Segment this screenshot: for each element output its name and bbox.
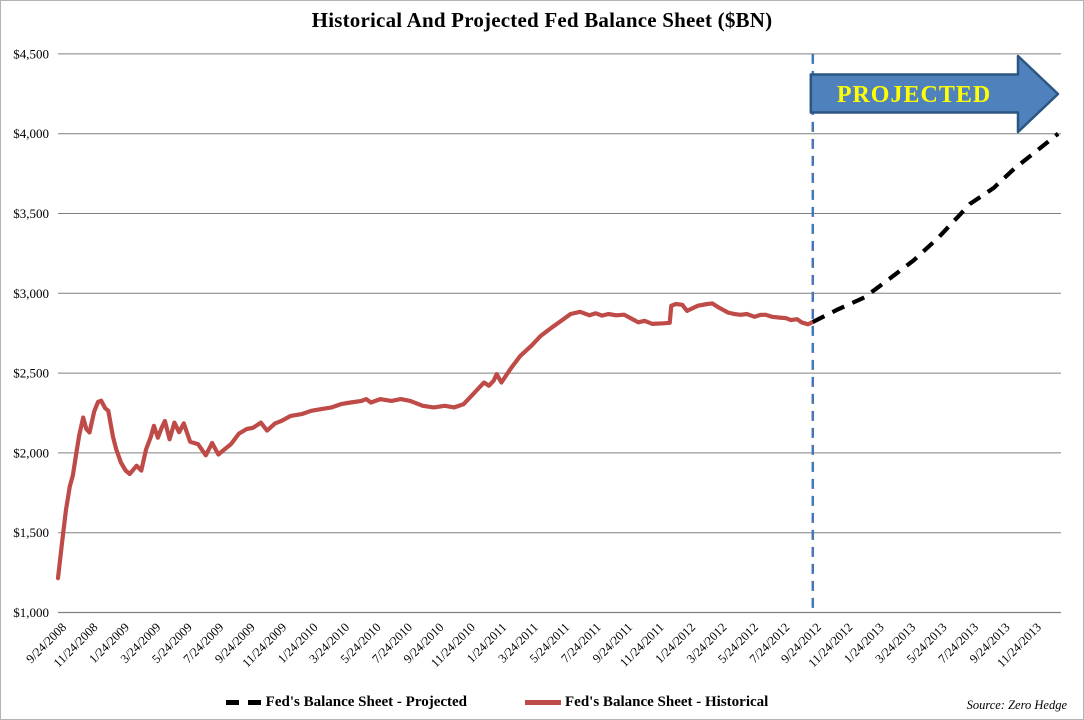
legend-item-projected: Fed's Balance Sheet - Projected [225,694,468,711]
projected-line-swatch-icon [225,700,262,705]
y-tick-label: $4,500 [13,46,49,61]
y-tick-label: $4,000 [13,126,49,141]
chart-title: Historical And Projected Fed Balance She… [311,8,773,32]
y-tick-label: $3,000 [13,286,49,301]
projected-arrow [809,54,1060,134]
legend-label-historical: Fed's Balance Sheet - Historical [565,694,769,710]
historical-line-swatch-icon [525,700,562,705]
chart-legend: Fed's Balance Sheet - Projected Fed's Ba… [1,694,1038,711]
legend-item-historical: Fed's Balance Sheet - Historical [525,694,768,711]
y-tick-label: $2,000 [13,445,49,460]
historical-line [55,301,815,581]
projected-banner-label: PROJECTED [837,82,991,108]
y-tick-label: $1,500 [13,525,49,540]
legend-label-projected: Fed's Balance Sheet - Projected [265,694,468,710]
y-tick-label: $3,500 [13,206,49,221]
projected-line [811,132,1060,324]
y-tick-label: $1,000 [13,605,49,620]
source-note: Source: Zero Hedge [966,698,1067,712]
y-tick-label: $2,500 [13,366,49,381]
